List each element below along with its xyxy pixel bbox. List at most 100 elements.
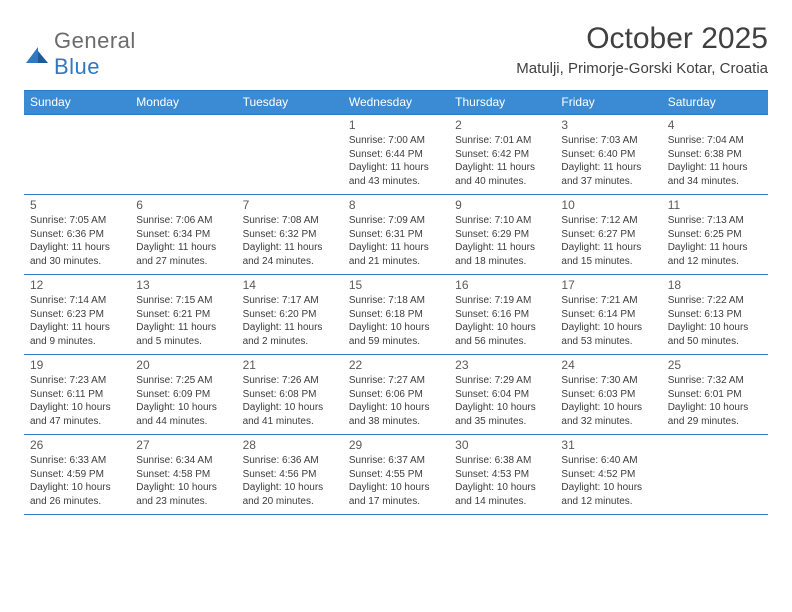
day-info: Sunrise: 7:01 AMSunset: 6:42 PMDaylight:… bbox=[455, 134, 549, 188]
day-cell: 10 Sunrise: 7:12 AMSunset: 6:27 PMDayligh… bbox=[555, 195, 661, 274]
weekday-header-row: Sunday Monday Tuesday Wednesday Thursday… bbox=[24, 91, 768, 114]
day-info: Sunrise: 6:36 AMSunset: 4:56 PMDaylight:… bbox=[243, 454, 337, 508]
day-info: Sunrise: 7:03 AMSunset: 6:40 PMDaylight:… bbox=[561, 134, 655, 188]
day-info: Sunrise: 7:14 AMSunset: 6:23 PMDaylight:… bbox=[30, 294, 124, 348]
day-info: Sunrise: 7:27 AMSunset: 6:06 PMDaylight:… bbox=[349, 374, 443, 428]
day-cell: 12 Sunrise: 7:14 AMSunset: 6:23 PMDayligh… bbox=[24, 275, 130, 354]
day-cell: 15 Sunrise: 7:18 AMSunset: 6:18 PMDayligh… bbox=[343, 275, 449, 354]
logo: General Blue bbox=[24, 22, 136, 80]
week-row: 5 Sunrise: 7:05 AMSunset: 6:36 PMDaylight… bbox=[24, 194, 768, 274]
day-cell: 28 Sunrise: 6:36 AMSunset: 4:56 PMDayligh… bbox=[237, 435, 343, 514]
day-number: 26 bbox=[30, 438, 124, 452]
title-block: October 2025 Matulji, Primorje-Gorski Ko… bbox=[516, 22, 768, 77]
day-number: 12 bbox=[30, 278, 124, 292]
day-cell: 22Sunrise: 7:27 AMSunset: 6:06 PMDayligh… bbox=[343, 355, 449, 434]
day-number: 14 bbox=[243, 278, 337, 292]
day-info: Sunrise: 7:17 AMSunset: 6:20 PMDaylight:… bbox=[243, 294, 337, 348]
day-cell: 20Sunrise: 7:25 AMSunset: 6:09 PMDayligh… bbox=[130, 355, 236, 434]
day-number: 18 bbox=[668, 278, 762, 292]
day-number: 17 bbox=[561, 278, 655, 292]
day-info: Sunrise: 7:04 AMSunset: 6:38 PMDaylight:… bbox=[668, 134, 762, 188]
day-info: Sunrise: 7:22 AMSunset: 6:13 PMDaylight:… bbox=[668, 294, 762, 348]
day-info: Sunrise: 7:18 AMSunset: 6:18 PMDaylight:… bbox=[349, 294, 443, 348]
day-info: Sunrise: 6:40 AMSunset: 4:52 PMDaylight:… bbox=[561, 454, 655, 508]
day-cell: 25 Sunrise: 7:32 AMSunset: 6:01 PMDayligh… bbox=[662, 355, 768, 434]
day-cell: 13Sunrise: 7:15 AMSunset: 6:21 PMDayligh… bbox=[130, 275, 236, 354]
week-row: 19Sunrise: 7:23 AMSunset: 6:11 PMDayligh… bbox=[24, 354, 768, 434]
day-number: 5 bbox=[30, 198, 124, 212]
day-cell: 18 Sunrise: 7:22 AMSunset: 6:13 PMDayligh… bbox=[662, 275, 768, 354]
day-number: 31 bbox=[561, 438, 655, 452]
day-cell: 19Sunrise: 7:23 AMSunset: 6:11 PMDayligh… bbox=[24, 355, 130, 434]
day-cell: 30 Sunrise: 6:38 AMSunset: 4:53 PMDayligh… bbox=[449, 435, 555, 514]
day-info: Sunrise: 7:25 AMSunset: 6:09 PMDaylight:… bbox=[136, 374, 230, 428]
day-info: Sunrise: 6:33 AMSunset: 4:59 PMDaylight:… bbox=[30, 454, 124, 508]
day-number: 23 bbox=[455, 358, 549, 372]
day-number: 28 bbox=[243, 438, 337, 452]
day-info: Sunrise: 7:19 AMSunset: 6:16 PMDaylight:… bbox=[455, 294, 549, 348]
day-cell: 26 Sunrise: 6:33 AMSunset: 4:59 PMDayligh… bbox=[24, 435, 130, 514]
day-number: 8 bbox=[349, 198, 443, 212]
weekday-header: Friday bbox=[555, 91, 661, 114]
page-title: October 2025 bbox=[516, 22, 768, 56]
day-cell: 27Sunrise: 6:34 AMSunset: 4:58 PMDayligh… bbox=[130, 435, 236, 514]
day-cell: 6Sunrise: 7:06 AMSunset: 6:34 PMDaylight… bbox=[130, 195, 236, 274]
day-number: 4 bbox=[668, 118, 762, 132]
day-cell: 8 Sunrise: 7:09 AMSunset: 6:31 PMDaylight… bbox=[343, 195, 449, 274]
day-number: 10 bbox=[561, 198, 655, 212]
day-number: 27 bbox=[136, 438, 230, 452]
day-cell bbox=[662, 435, 768, 514]
logo-text-general: General bbox=[54, 28, 136, 53]
day-number: 3 bbox=[561, 118, 655, 132]
day-number: 30 bbox=[455, 438, 549, 452]
day-cell: 23 Sunrise: 7:29 AMSunset: 6:04 PMDayligh… bbox=[449, 355, 555, 434]
logo-text-blue: Blue bbox=[54, 54, 100, 79]
day-number: 21 bbox=[243, 358, 337, 372]
day-number: 16 bbox=[455, 278, 549, 292]
day-cell: 14 Sunrise: 7:17 AMSunset: 6:20 PMDayligh… bbox=[237, 275, 343, 354]
weekday-header: Wednesday bbox=[343, 91, 449, 114]
day-cell: 2Sunrise: 7:01 AMSunset: 6:42 PMDaylight… bbox=[449, 115, 555, 194]
day-number: 15 bbox=[349, 278, 443, 292]
page-subtitle: Matulji, Primorje-Gorski Kotar, Croatia bbox=[516, 60, 768, 77]
day-cell: 11Sunrise: 7:13 AMSunset: 6:25 PMDayligh… bbox=[662, 195, 768, 274]
day-number: 7 bbox=[243, 198, 337, 212]
week-row: 12 Sunrise: 7:14 AMSunset: 6:23 PMDayligh… bbox=[24, 274, 768, 354]
day-cell bbox=[237, 115, 343, 194]
day-cell: 21 Sunrise: 7:26 AMSunset: 6:08 PMDayligh… bbox=[237, 355, 343, 434]
day-number: 11 bbox=[668, 198, 762, 212]
day-info: Sunrise: 7:09 AMSunset: 6:31 PMDaylight:… bbox=[349, 214, 443, 268]
day-number: 24 bbox=[561, 358, 655, 372]
day-info: Sunrise: 7:08 AMSunset: 6:32 PMDaylight:… bbox=[243, 214, 337, 268]
day-cell: 7 Sunrise: 7:08 AMSunset: 6:32 PMDaylight… bbox=[237, 195, 343, 274]
weekday-header: Sunday bbox=[24, 91, 130, 114]
day-info: Sunrise: 6:38 AMSunset: 4:53 PMDaylight:… bbox=[455, 454, 549, 508]
day-number: 19 bbox=[30, 358, 124, 372]
logo-text: General Blue bbox=[54, 28, 136, 80]
day-cell: 16 Sunrise: 7:19 AMSunset: 6:16 PMDayligh… bbox=[449, 275, 555, 354]
weekday-header: Saturday bbox=[662, 91, 768, 114]
day-info: Sunrise: 7:26 AMSunset: 6:08 PMDaylight:… bbox=[243, 374, 337, 428]
day-cell: 24 Sunrise: 7:30 AMSunset: 6:03 PMDayligh… bbox=[555, 355, 661, 434]
day-cell bbox=[24, 115, 130, 194]
calendar-bottom-rule bbox=[24, 514, 768, 515]
day-info: Sunrise: 7:30 AMSunset: 6:03 PMDaylight:… bbox=[561, 374, 655, 428]
day-cell: 5 Sunrise: 7:05 AMSunset: 6:36 PMDaylight… bbox=[24, 195, 130, 274]
day-cell: 17Sunrise: 7:21 AMSunset: 6:14 PMDayligh… bbox=[555, 275, 661, 354]
day-info: Sunrise: 7:06 AMSunset: 6:34 PMDaylight:… bbox=[136, 214, 230, 268]
day-number: 1 bbox=[349, 118, 443, 132]
day-cell: 31 Sunrise: 6:40 AMSunset: 4:52 PMDayligh… bbox=[555, 435, 661, 514]
day-info: Sunrise: 7:32 AMSunset: 6:01 PMDaylight:… bbox=[668, 374, 762, 428]
day-number: 13 bbox=[136, 278, 230, 292]
day-info: Sunrise: 7:05 AMSunset: 6:36 PMDaylight:… bbox=[30, 214, 124, 268]
day-info: Sunrise: 7:00 AMSunset: 6:44 PMDaylight:… bbox=[349, 134, 443, 188]
day-number: 29 bbox=[349, 438, 443, 452]
day-number: 25 bbox=[668, 358, 762, 372]
day-cell bbox=[130, 115, 236, 194]
day-cell: 4 Sunrise: 7:04 AMSunset: 6:38 PMDaylight… bbox=[662, 115, 768, 194]
day-number: 9 bbox=[455, 198, 549, 212]
day-info: Sunrise: 6:37 AMSunset: 4:55 PMDaylight:… bbox=[349, 454, 443, 508]
header: General Blue October 2025 Matulji, Primo… bbox=[24, 22, 768, 80]
day-info: Sunrise: 7:12 AMSunset: 6:27 PMDaylight:… bbox=[561, 214, 655, 268]
day-info: Sunrise: 7:29 AMSunset: 6:04 PMDaylight:… bbox=[455, 374, 549, 428]
